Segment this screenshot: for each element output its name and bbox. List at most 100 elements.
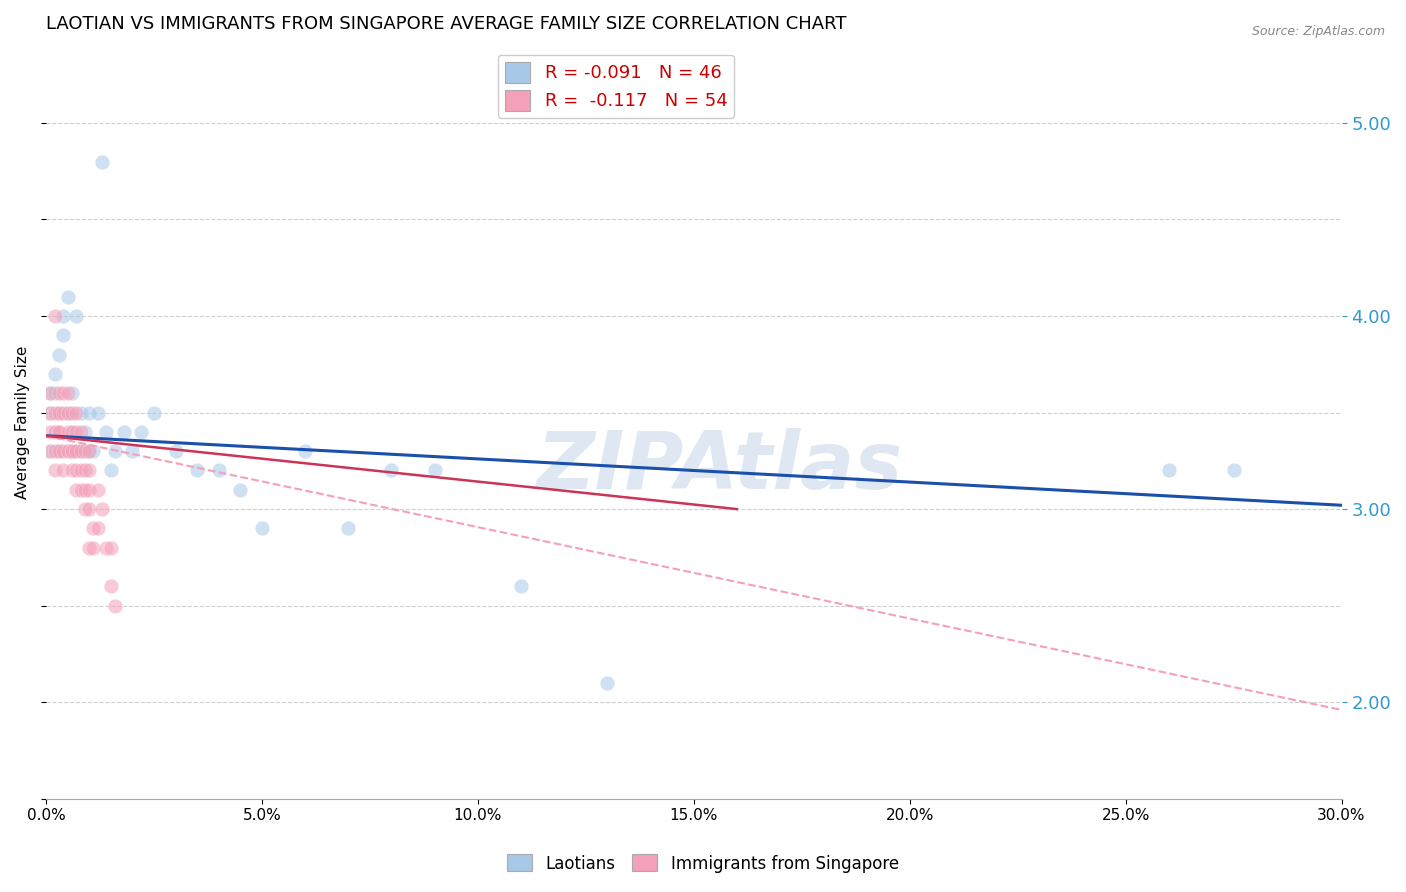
Point	[229, 483, 252, 497]
Point	[77, 444, 100, 458]
Point	[73, 463, 96, 477]
Point	[48, 406, 70, 420]
Point	[294, 444, 316, 458]
Point	[100, 541, 122, 555]
Point	[39, 406, 62, 420]
Point	[100, 579, 122, 593]
Point	[39, 386, 62, 401]
Point	[44, 386, 66, 401]
Point	[56, 444, 79, 458]
Point	[82, 541, 104, 555]
Point	[56, 444, 79, 458]
Point	[186, 463, 208, 477]
Point	[48, 425, 70, 439]
Point	[56, 406, 79, 420]
Point	[82, 521, 104, 535]
Point	[87, 521, 110, 535]
Point	[77, 463, 100, 477]
Point	[91, 502, 114, 516]
Point	[337, 521, 360, 535]
Point	[69, 444, 91, 458]
Point	[48, 386, 70, 401]
Point	[510, 579, 533, 593]
Point	[39, 444, 62, 458]
Point	[65, 444, 87, 458]
Point	[77, 502, 100, 516]
Point	[48, 444, 70, 458]
Point	[380, 463, 402, 477]
Point	[87, 483, 110, 497]
Point	[56, 425, 79, 439]
Point	[39, 406, 62, 420]
Point	[73, 444, 96, 458]
Point	[52, 309, 75, 323]
Point	[44, 406, 66, 420]
Point	[60, 386, 83, 401]
Point	[52, 406, 75, 420]
Point	[73, 502, 96, 516]
Point	[100, 463, 122, 477]
Point	[60, 463, 83, 477]
Point	[73, 425, 96, 439]
Point	[65, 444, 87, 458]
Point	[44, 309, 66, 323]
Point	[77, 444, 100, 458]
Legend: Laotians, Immigrants from Singapore: Laotians, Immigrants from Singapore	[501, 847, 905, 880]
Point	[60, 444, 83, 458]
Point	[165, 444, 187, 458]
Point	[60, 425, 83, 439]
Point	[82, 444, 104, 458]
Point	[73, 483, 96, 497]
Point	[208, 463, 231, 477]
Point	[39, 386, 62, 401]
Point	[87, 406, 110, 420]
Point	[65, 406, 87, 420]
Legend: R = -0.091   N = 46, R =  -0.117   N = 54: R = -0.091 N = 46, R = -0.117 N = 54	[498, 54, 734, 118]
Point	[48, 348, 70, 362]
Point	[44, 425, 66, 439]
Point	[56, 386, 79, 401]
Point	[52, 463, 75, 477]
Point	[39, 425, 62, 439]
Point	[52, 444, 75, 458]
Point	[121, 444, 143, 458]
Point	[250, 521, 273, 535]
Point	[1222, 463, 1244, 477]
Point	[69, 483, 91, 497]
Point	[112, 425, 135, 439]
Point	[56, 290, 79, 304]
Point	[48, 425, 70, 439]
Point	[96, 541, 118, 555]
Point	[44, 367, 66, 381]
Point	[96, 425, 118, 439]
Point	[60, 406, 83, 420]
Point	[77, 406, 100, 420]
Text: ZIPAtlas: ZIPAtlas	[537, 428, 903, 507]
Point	[596, 676, 619, 690]
Point	[44, 463, 66, 477]
Point	[60, 444, 83, 458]
Point	[48, 406, 70, 420]
Point	[65, 309, 87, 323]
Point	[65, 425, 87, 439]
Text: Source: ZipAtlas.com: Source: ZipAtlas.com	[1251, 25, 1385, 38]
Point	[69, 406, 91, 420]
Point	[142, 406, 165, 420]
Point	[52, 328, 75, 343]
Point	[129, 425, 152, 439]
Point	[44, 444, 66, 458]
Point	[39, 444, 62, 458]
Point	[44, 425, 66, 439]
Point	[69, 463, 91, 477]
Point	[104, 444, 127, 458]
Point	[77, 541, 100, 555]
Text: LAOTIAN VS IMMIGRANTS FROM SINGAPORE AVERAGE FAMILY SIZE CORRELATION CHART: LAOTIAN VS IMMIGRANTS FROM SINGAPORE AVE…	[46, 15, 846, 33]
Point	[104, 599, 127, 613]
Point	[52, 386, 75, 401]
Point	[423, 463, 446, 477]
Point	[69, 425, 91, 439]
Y-axis label: Average Family Size: Average Family Size	[15, 345, 30, 499]
Point	[69, 444, 91, 458]
Point	[65, 483, 87, 497]
Point	[56, 406, 79, 420]
